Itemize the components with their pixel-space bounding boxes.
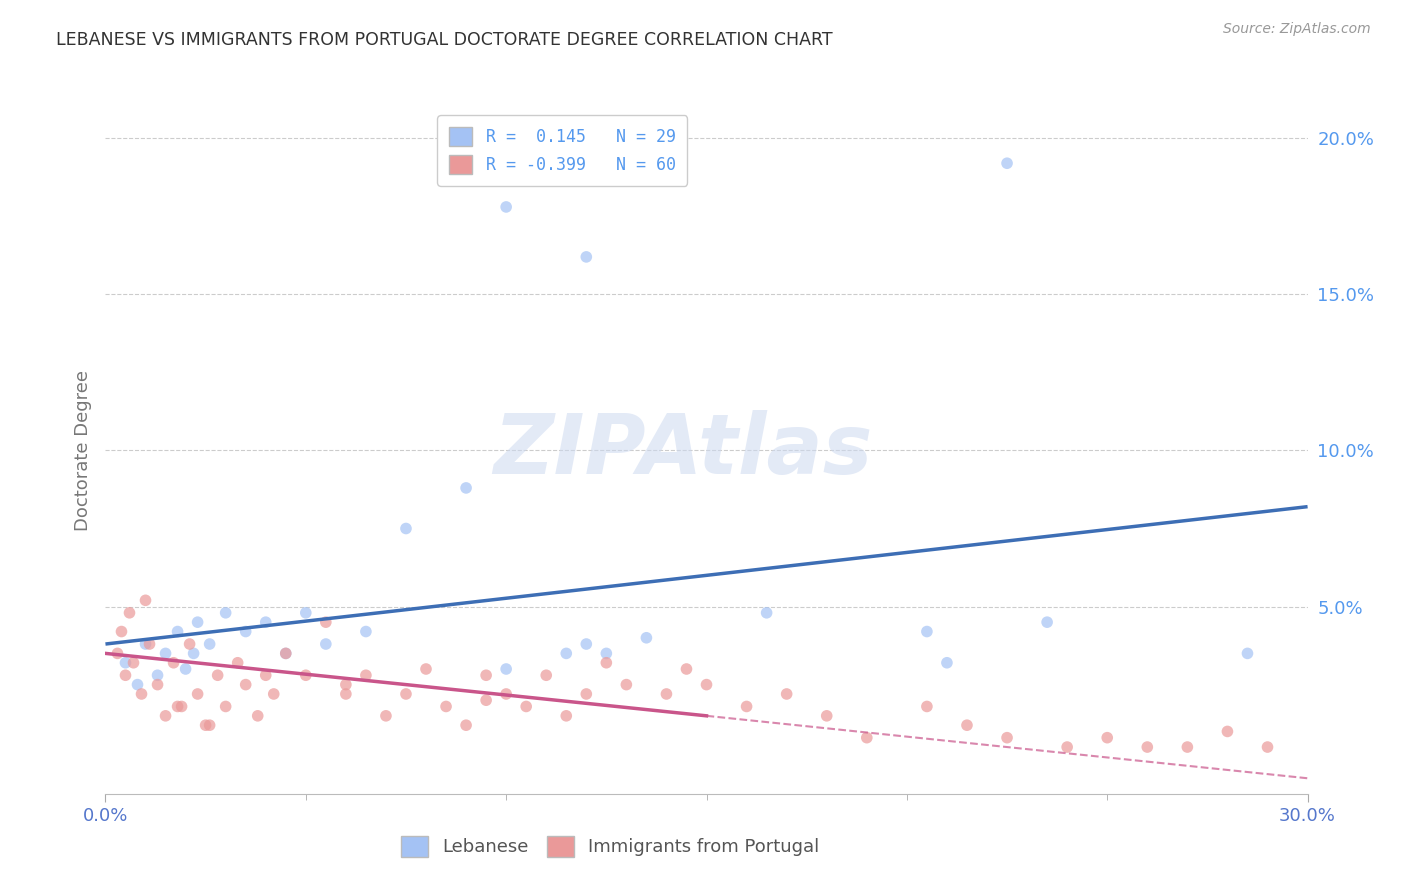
Point	[155, 646, 177, 660]
Point	[595, 656, 617, 670]
Point	[315, 615, 337, 630]
Point	[1036, 615, 1059, 630]
Point	[114, 656, 136, 670]
Point	[187, 687, 209, 701]
Point	[456, 718, 478, 732]
Point	[114, 668, 136, 682]
Point	[1136, 740, 1159, 755]
Point	[475, 668, 498, 682]
Point	[214, 699, 236, 714]
Point	[170, 699, 193, 714]
Point	[198, 718, 221, 732]
Point	[354, 668, 377, 682]
Point	[155, 708, 177, 723]
Point	[1257, 740, 1279, 755]
Point	[254, 615, 277, 630]
Point	[162, 656, 184, 670]
Point	[815, 708, 838, 723]
Point	[1175, 740, 1198, 755]
Point	[335, 678, 357, 692]
Point	[555, 708, 578, 723]
Point	[915, 624, 938, 639]
Point	[1097, 731, 1119, 745]
Point	[1216, 724, 1239, 739]
Point	[1236, 646, 1258, 660]
Point	[166, 624, 188, 639]
Point	[995, 156, 1018, 170]
Point	[636, 631, 658, 645]
Text: LEBANESE VS IMMIGRANTS FROM PORTUGAL DOCTORATE DEGREE CORRELATION CHART: LEBANESE VS IMMIGRANTS FROM PORTUGAL DOC…	[56, 31, 832, 49]
Point	[395, 687, 418, 701]
Point	[675, 662, 697, 676]
Point	[415, 662, 437, 676]
Point	[495, 662, 517, 676]
Point	[295, 668, 318, 682]
Point	[235, 678, 257, 692]
Text: ZIPAtlas: ZIPAtlas	[492, 410, 872, 491]
Point	[374, 708, 398, 723]
Point	[456, 481, 478, 495]
Point	[936, 656, 959, 670]
Point	[118, 606, 141, 620]
Point	[755, 606, 778, 620]
Point	[735, 699, 758, 714]
Point	[194, 718, 217, 732]
Point	[956, 718, 979, 732]
Text: Source: ZipAtlas.com: Source: ZipAtlas.com	[1223, 22, 1371, 37]
Point	[174, 662, 197, 676]
Point	[515, 699, 537, 714]
Point	[315, 637, 337, 651]
Point	[655, 687, 678, 701]
Point	[110, 624, 132, 639]
Point	[246, 708, 269, 723]
Point	[295, 606, 318, 620]
Point	[146, 668, 169, 682]
Point	[855, 731, 877, 745]
Point	[138, 637, 160, 651]
Point	[995, 731, 1018, 745]
Point	[335, 687, 357, 701]
Point	[146, 678, 169, 692]
Point	[555, 646, 578, 660]
Y-axis label: Doctorate Degree: Doctorate Degree	[73, 370, 91, 531]
Point	[696, 678, 718, 692]
Point	[198, 637, 221, 651]
Point	[263, 687, 285, 701]
Point	[915, 699, 938, 714]
Point	[226, 656, 249, 670]
Point	[575, 687, 598, 701]
Point	[1056, 740, 1078, 755]
Point	[495, 200, 517, 214]
Point	[616, 678, 638, 692]
Point	[235, 624, 257, 639]
Point	[274, 646, 297, 660]
Point	[214, 606, 236, 620]
Point	[166, 699, 188, 714]
Point	[434, 699, 457, 714]
Point	[131, 687, 153, 701]
Point	[254, 668, 277, 682]
Point	[776, 687, 799, 701]
Point	[127, 678, 149, 692]
Point	[187, 615, 209, 630]
Point	[107, 646, 129, 660]
Point	[122, 656, 145, 670]
Point	[575, 250, 598, 264]
Point	[534, 668, 557, 682]
Point	[274, 646, 297, 660]
Point	[135, 637, 157, 651]
Point	[575, 637, 598, 651]
Point	[179, 637, 201, 651]
Point	[135, 593, 157, 607]
Point	[475, 693, 498, 707]
Point	[495, 687, 517, 701]
Point	[207, 668, 229, 682]
Legend: Lebanese, Immigrants from Portugal: Lebanese, Immigrants from Portugal	[394, 829, 827, 863]
Point	[395, 521, 418, 535]
Point	[354, 624, 377, 639]
Point	[183, 646, 205, 660]
Point	[595, 646, 617, 660]
